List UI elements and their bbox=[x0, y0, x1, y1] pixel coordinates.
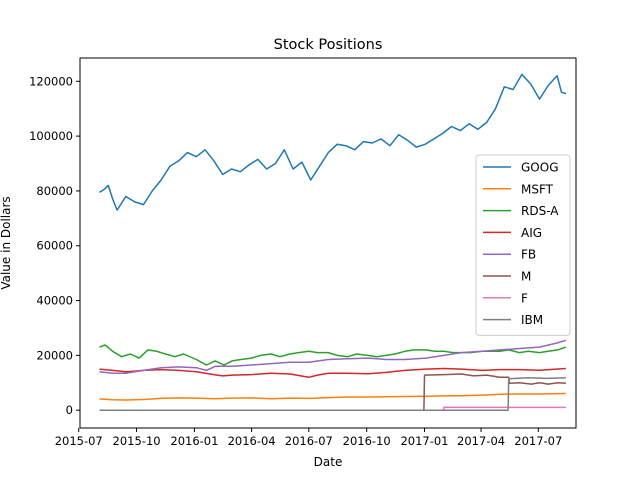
chart-title: Stock Positions bbox=[274, 37, 383, 53]
series-line-m bbox=[99, 373, 566, 411]
series-line-msft bbox=[99, 392, 566, 401]
x-tick-label: 2016-01 bbox=[170, 434, 218, 448]
y-axis: 0 20000 40000 60000 80000 100000 120000 bbox=[29, 74, 80, 417]
legend-label-ibm: IBM bbox=[521, 313, 543, 327]
series-line-ibm bbox=[99, 377, 566, 411]
y-axis-label: Value in Dollars bbox=[0, 196, 13, 289]
y-tick-label: 20000 bbox=[36, 348, 73, 362]
series-line-goog bbox=[99, 73, 567, 211]
legend-box bbox=[475, 154, 571, 336]
x-tick-label: 2015-07 bbox=[55, 434, 103, 448]
series-line-aig bbox=[99, 367, 566, 379]
y-tick-label: 0 bbox=[66, 403, 73, 417]
x-tick-label: 2017-07 bbox=[514, 434, 562, 448]
y-tick-label: 40000 bbox=[36, 294, 73, 308]
x-tick-label: 2015-10 bbox=[113, 434, 161, 448]
legend-label-aig: AIG bbox=[521, 226, 542, 240]
legend-label-goog: GOOG bbox=[521, 161, 559, 175]
legend-label-f: F bbox=[521, 291, 528, 305]
y-tick-label: 80000 bbox=[36, 184, 73, 198]
x-tick-label: 2017-01 bbox=[400, 434, 448, 448]
y-tick-label: 120000 bbox=[29, 74, 73, 88]
legend-label-m: M bbox=[521, 270, 531, 284]
x-tick-label: 2016-10 bbox=[343, 434, 391, 448]
legend: GOOG MSFT RDS-A AIG FB MF IBM bbox=[475, 154, 571, 336]
plot-area bbox=[99, 73, 567, 411]
legend-label-fb: FB bbox=[521, 248, 536, 262]
legend-label-rds-a: RDS-A bbox=[521, 204, 559, 218]
x-axis-label: Date bbox=[314, 455, 343, 469]
series-line-fb bbox=[99, 339, 567, 374]
x-tick-label: 2016-07 bbox=[285, 434, 333, 448]
y-tick-label: 100000 bbox=[29, 129, 73, 143]
x-tick-label: 2017-04 bbox=[457, 434, 505, 448]
x-axis: 2015-07 2015-10 2016-01 2016-04 2016-07 2016-… bbox=[55, 428, 562, 448]
x-tick-label: 2016-04 bbox=[228, 434, 276, 448]
legend-label-msft: MSFT bbox=[521, 182, 554, 196]
axes-frame bbox=[79, 57, 577, 429]
y-tick-label: 60000 bbox=[36, 239, 73, 253]
